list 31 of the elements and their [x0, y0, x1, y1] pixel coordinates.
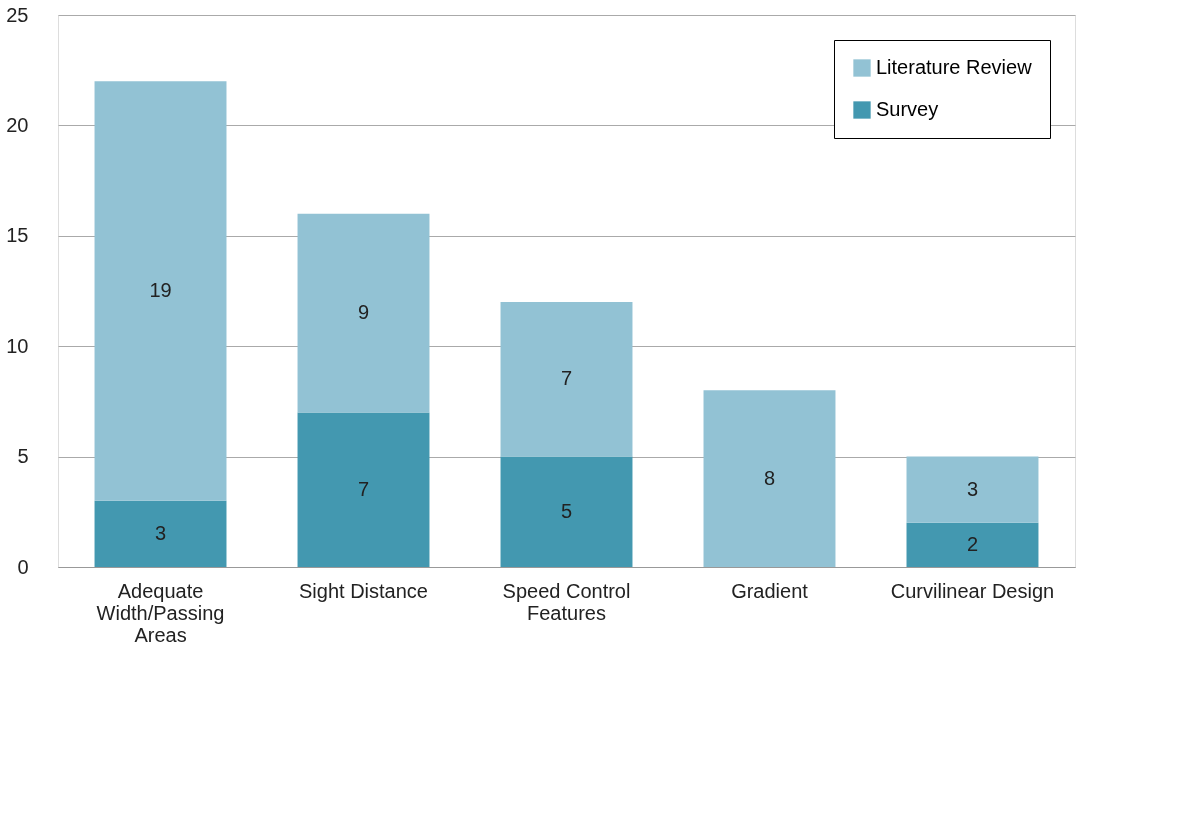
x-tick-label: Sight Distance: [299, 579, 428, 602]
data-label: 3: [966, 477, 979, 500]
bar: [297, 213, 430, 413]
data-label: 8: [763, 466, 776, 489]
bar: [906, 456, 1039, 523]
x-tick-label: Speed Control Features: [502, 579, 631, 624]
data-label: 2: [966, 532, 979, 555]
x-tick-label: Gradient: [731, 579, 809, 602]
y-tick-label: 0: [17, 555, 29, 578]
bar: [297, 412, 430, 567]
data-label: 9: [357, 301, 370, 324]
y-tick-label: 15: [6, 224, 29, 247]
y-tick-label: 5: [17, 445, 29, 468]
bar: [906, 522, 1039, 567]
x-tick-label: Curvilinear Design: [890, 579, 1055, 602]
data-label: 19: [149, 279, 172, 301]
data-label: 3: [154, 521, 167, 544]
bar: [703, 390, 836, 567]
bar: [94, 81, 227, 501]
y-tick-label: 10: [6, 334, 29, 357]
bar: [94, 500, 227, 567]
x-tick-label: Adequate Width/Passing Areas: [96, 579, 225, 646]
legend-label: Literature Review: [876, 56, 1033, 78]
data-label: 7: [560, 367, 573, 390]
bar: [500, 302, 633, 457]
legend-label: Survey: [876, 98, 939, 120]
data-label: 7: [357, 477, 370, 500]
y-tick-label: 20: [6, 113, 29, 136]
y-tick-label: 25: [6, 3, 29, 26]
bar: [500, 456, 633, 567]
data-label: 5: [560, 499, 573, 522]
